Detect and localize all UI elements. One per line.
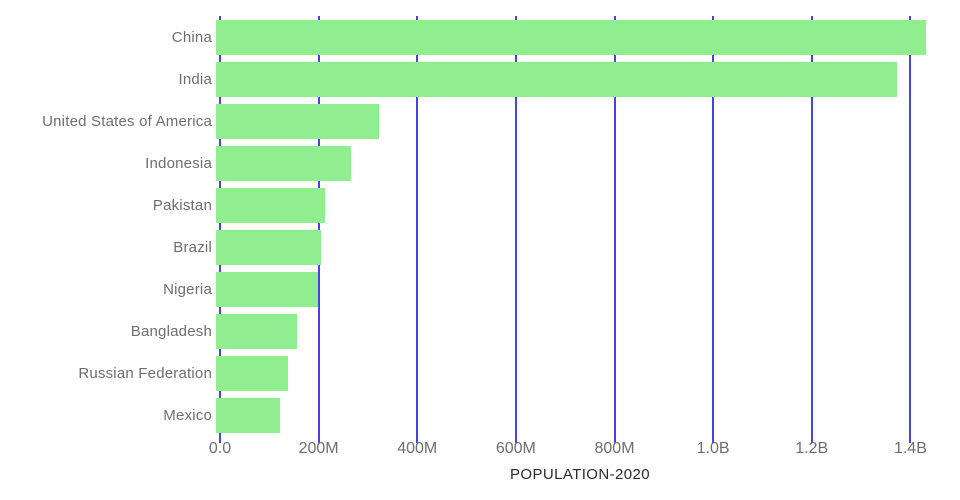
- x-axis-title: POPULATION-2020: [510, 466, 650, 483]
- population-bar: [216, 61, 897, 97]
- gridline: [909, 16, 912, 443]
- population-bar: [216, 19, 926, 55]
- chart-row: India: [0, 58, 960, 100]
- chart-row: Bangladesh: [0, 311, 960, 353]
- chart-row: Russian Federation: [0, 353, 960, 395]
- x-tick-label: 1.4B: [893, 440, 927, 457]
- category-label: Nigeria: [163, 281, 212, 299]
- category-label: Bangladesh: [130, 323, 212, 341]
- population-bar: [216, 314, 298, 350]
- population-bar: [216, 230, 321, 266]
- gridline: [219, 16, 221, 443]
- chart-row: Brazil: [0, 227, 960, 269]
- population-bar: [216, 356, 288, 392]
- population-bar: [216, 145, 351, 181]
- gridlines-layer: [219, 16, 940, 443]
- chart-row: United States of America: [0, 100, 960, 142]
- gridline: [514, 16, 517, 443]
- chart-row: Nigeria: [0, 269, 960, 311]
- category-label: Pakistan: [152, 196, 212, 214]
- x-tick-label: 200M: [298, 440, 339, 457]
- bars-layer: China India United States of America Indone…: [0, 16, 960, 437]
- population-bar: [216, 103, 380, 139]
- category-label: China: [171, 28, 212, 46]
- population-bar: [216, 187, 325, 223]
- x-tick-label: 600M: [495, 440, 536, 457]
- chart-row: Pakistan: [0, 184, 960, 226]
- category-label: United States of America: [42, 112, 212, 130]
- gridline: [416, 16, 419, 443]
- gridline: [317, 16, 320, 443]
- gridline: [712, 16, 715, 443]
- x-tick-label: 1.2B: [795, 440, 829, 457]
- population-bar: [216, 272, 318, 308]
- chart-row: Mexico: [0, 395, 960, 437]
- population-bar: [216, 398, 280, 434]
- category-label: Brazil: [173, 239, 212, 257]
- x-tick-label: 0.0: [208, 440, 232, 457]
- chart-row: China: [0, 16, 960, 58]
- chart-row: Indonesia: [0, 142, 960, 184]
- gridline: [613, 16, 616, 443]
- gridline: [810, 16, 813, 443]
- category-label: Mexico: [163, 407, 212, 425]
- x-tick-label: 1.0B: [696, 440, 730, 457]
- category-label: Indonesia: [145, 154, 212, 172]
- category-label: India: [178, 70, 212, 88]
- category-label: Russian Federation: [78, 365, 212, 383]
- x-tick-label: 400M: [397, 440, 438, 457]
- x-tick-label: 800M: [594, 440, 635, 457]
- x-axis-ticks: 0.0 200M 400M 600M 800M 1.0B 1.2B 1.4B: [209, 440, 940, 460]
